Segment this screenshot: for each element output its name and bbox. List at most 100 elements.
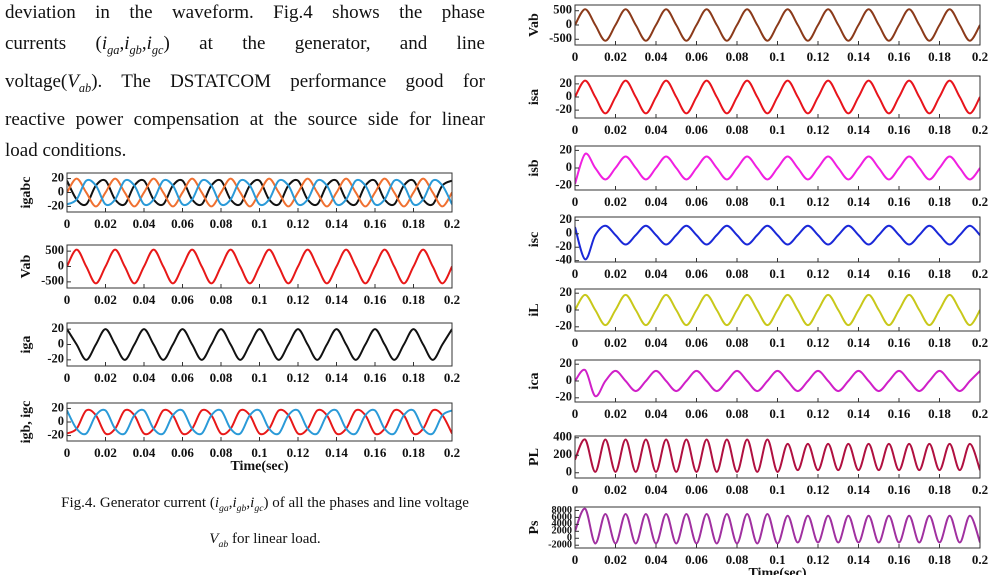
x-tick-label: 0.2 [972,122,988,137]
x-tick-label: 0.18 [402,292,425,307]
x-tick-label: 0.18 [928,49,951,64]
y-axis-label: PL [527,448,542,466]
x-tick-label: 0.04 [133,370,156,385]
text-run: load conditions. [5,139,127,161]
text-line: Fig.4. Generator current (iga,igb,igc) o… [0,488,530,524]
x-tick-label: 0.06 [685,482,708,497]
y-tick-label: 20 [560,356,573,370]
x-tick-label: 0.04 [133,216,156,231]
x-tick-label: 0.14 [847,194,870,209]
x-tick-label: 0.04 [645,482,668,497]
x-tick-label: 0.12 [807,406,830,421]
plot-frame [574,216,981,263]
math-subscript-text: gc [151,42,164,57]
text-run: ( [209,495,215,511]
math-symbol: i [232,495,237,511]
y-tick-label: -2000 [548,540,572,551]
waveform [575,8,980,42]
math-subscript: ab [79,81,91,95]
x-tick-label: 0.12 [807,122,830,137]
x-tick-label: 0.08 [210,445,233,460]
x-tick-label: 0.14 [325,370,348,385]
y-axis-label: ica [527,372,542,389]
math-subscript: gc [152,43,164,57]
y-tick-label: -20 [555,239,572,253]
x-tick-label: 0.08 [726,335,749,350]
waveform [575,368,980,398]
y-tick-label: -500 [41,274,64,288]
x-tick-label: 0 [64,445,71,460]
y-axis-label: iL [527,303,542,316]
x-tick-label: 0 [572,122,579,137]
x-tick-label: 0.1 [769,406,785,421]
waveform [67,248,452,285]
y-tick-label: -20 [47,198,64,212]
x-tick-label: 0.02 [604,266,627,281]
x-tick-label: 0.02 [604,335,627,350]
math-subscript-text: ab [78,80,92,95]
x-tick-label: 0.04 [645,266,668,281]
text-run: ). The DSTATCOM performance good for [91,70,485,92]
x-tick-label: 0.16 [888,49,911,64]
x-tick-label: 0.08 [726,552,749,567]
x-tick-label: 0.1 [769,194,785,209]
x-tick-label: 0.1 [251,292,267,307]
x-tick-label: 0.14 [847,335,870,350]
y-tick-label: 0 [566,17,572,31]
y-axis-label: igabc [19,177,34,209]
x-tick-label: 0.2 [444,216,460,231]
text-line: Vab for linear load. [0,524,530,560]
math-symbol: i [124,33,130,54]
x-tick-label: 0.08 [726,406,749,421]
y-tick-label: -20 [47,352,64,366]
x-tick-label: 0.12 [807,194,830,209]
x-tick-label: 0.08 [726,482,749,497]
text-run: , [119,33,125,54]
x-tick-label: 0.2 [444,445,460,460]
y-tick-label: -20 [47,427,64,441]
waveform [575,438,980,473]
math-symbol: i [250,495,255,511]
x-tick-label: 0.18 [928,266,951,281]
x-tick-label: 0.02 [604,122,627,137]
y-axis-label: iga [19,336,34,354]
text-run: Fig.4. Generator current [61,495,210,511]
math-subscript: gc [254,503,263,514]
text-line: currents (iga,igb,igc) at the generator,… [5,28,485,66]
text-line: reactive power compensation at the sourc… [5,104,485,135]
math-subscript: gb [237,503,247,514]
x-tick-label: 0 [572,194,579,209]
x-tick-label: 0.12 [287,292,310,307]
waveform [575,224,980,261]
x-tick-label: 0.18 [928,552,951,567]
x-tick-label: 0.16 [888,406,911,421]
x-tick-label: 0.04 [645,194,668,209]
x-tick-label: 0.16 [888,266,911,281]
x-tick-label: 0.04 [645,406,668,421]
waveform [67,328,452,361]
x-axis-label: Time(sec) [748,566,806,575]
x-tick-label: 0 [572,406,579,421]
text-run: currents [5,33,96,54]
waveform [67,177,452,208]
x-tick-label: 0.04 [645,122,668,137]
x-tick-label: 0 [64,370,71,385]
x-tick-label: 0 [572,266,579,281]
x-tick-label: 0.08 [210,216,233,231]
y-axis-label: isb [527,159,542,176]
x-tick-label: 0 [572,552,579,567]
x-tick-label: 0.12 [287,216,310,231]
x-tick-label: 0.16 [888,335,911,350]
text-run: deviation in the waveform. Fig.4 shows t… [5,2,485,23]
math-subscript-text: gc [254,503,264,514]
y-tick-label: 500 [45,243,64,257]
x-tick-label: 0.2 [972,406,988,421]
x-tick-label: 0.1 [251,445,267,460]
math-symbol: V [209,531,219,547]
x-tick-label: 0.1 [769,122,785,137]
y-axis-label: igb, igc [19,401,34,444]
x-tick-label: 0 [64,216,71,231]
y-tick-label: 0 [58,184,64,198]
x-tick-label: 0.1 [251,216,267,231]
